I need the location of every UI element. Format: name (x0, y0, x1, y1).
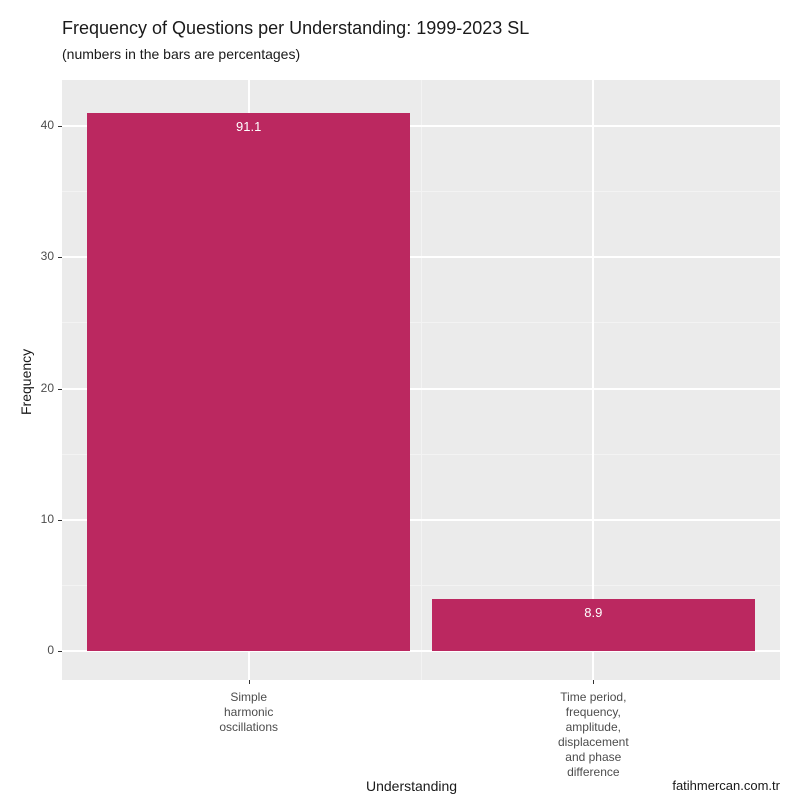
chart-title: Frequency of Questions per Understanding… (62, 18, 529, 39)
x-tick-label: Simple harmonic oscillations (169, 690, 329, 735)
y-tick-label: 30 (24, 249, 54, 263)
y-tick-mark (58, 257, 62, 258)
y-tick-label: 20 (24, 381, 54, 395)
y-tick-mark (58, 651, 62, 652)
y-tick-label: 40 (24, 118, 54, 132)
grid-minor-v (421, 80, 422, 680)
bar-percent-label: 8.9 (543, 605, 643, 620)
grid-major-v (592, 80, 594, 680)
chart-subtitle: (numbers in the bars are percentages) (62, 46, 300, 62)
chart-container: Frequency of Questions per Understanding… (0, 0, 800, 800)
chart-caption: fatihmercan.com.tr (672, 778, 780, 793)
x-tick-mark (249, 680, 250, 684)
y-tick-mark (58, 126, 62, 127)
x-tick-mark (593, 680, 594, 684)
y-tick-label: 0 (24, 643, 54, 657)
bar-percent-label: 91.1 (199, 119, 299, 134)
y-tick-mark (58, 520, 62, 521)
y-tick-mark (58, 389, 62, 390)
bar (87, 113, 410, 651)
x-axis-title: Understanding (366, 778, 457, 794)
y-tick-label: 10 (24, 512, 54, 526)
x-tick-label: Time period, frequency, amplitude, displ… (513, 690, 673, 780)
